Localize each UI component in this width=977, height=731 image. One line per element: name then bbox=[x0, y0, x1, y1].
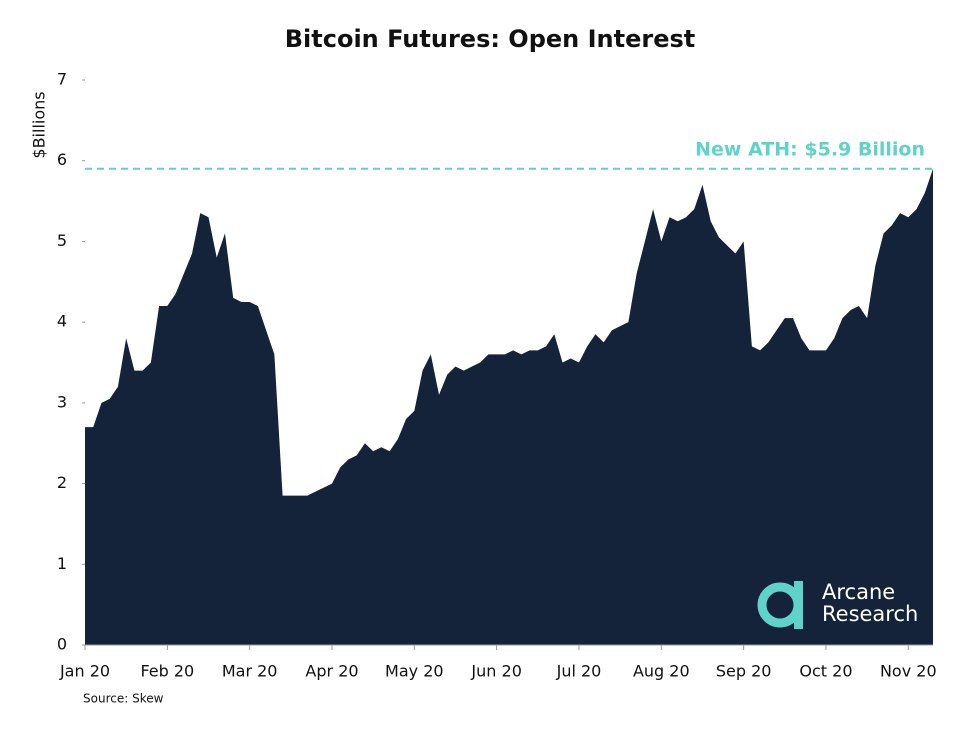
y-axis-label: $Billions bbox=[30, 91, 49, 158]
x-tick-label: Sep 20 bbox=[716, 662, 772, 681]
y-tick-label: 1 bbox=[57, 554, 67, 573]
logo-mark bbox=[794, 581, 803, 629]
x-tick-label: Aug 20 bbox=[633, 662, 690, 681]
x-tick-label: Feb 20 bbox=[140, 662, 194, 681]
y-tick-label: 3 bbox=[57, 392, 67, 411]
annotation-text: New ATH: $5.9 Billion bbox=[695, 138, 925, 160]
y-tick-label: 2 bbox=[57, 473, 67, 492]
x-tick-label: Mar 20 bbox=[222, 662, 278, 681]
logo: Arcane Research bbox=[757, 580, 918, 629]
chart-title: Bitcoin Futures: Open Interest bbox=[285, 25, 696, 53]
area bbox=[85, 168, 933, 646]
source: Source: Skew bbox=[83, 692, 164, 706]
x-tick-label: Jul 20 bbox=[556, 662, 602, 681]
y-tick-label: 5 bbox=[57, 231, 67, 250]
x-tick-label: Apr 20 bbox=[305, 662, 358, 681]
x-tick-label: May 20 bbox=[385, 662, 444, 681]
x-tick-label: Jan 20 bbox=[59, 662, 110, 681]
y-tick-label: 7 bbox=[57, 70, 67, 89]
logo-text: Arcane bbox=[822, 580, 895, 604]
y-tick-label: 6 bbox=[57, 150, 67, 169]
y-tick-label: 4 bbox=[57, 312, 67, 331]
x-tick-label: Jun 20 bbox=[470, 662, 521, 681]
logo-text: Research bbox=[822, 602, 918, 626]
x-tick-label: Oct 20 bbox=[799, 662, 852, 681]
x-tick-label: Nov 20 bbox=[880, 662, 937, 681]
y-tick-label: 0 bbox=[57, 635, 67, 654]
